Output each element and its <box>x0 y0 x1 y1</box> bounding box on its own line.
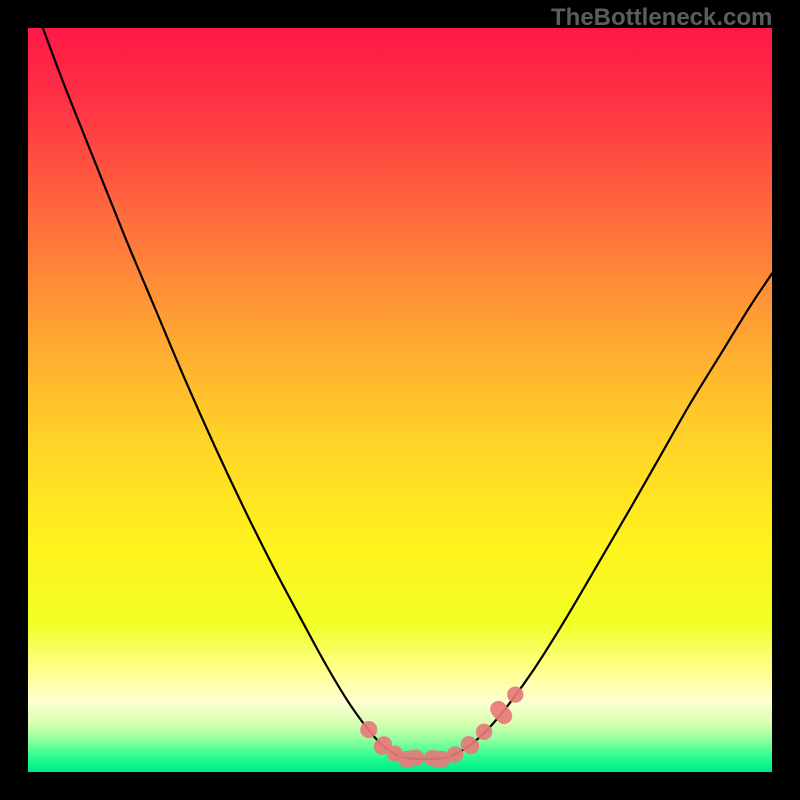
bottleneck-curve-chart <box>0 0 800 800</box>
trough-marker <box>447 746 463 762</box>
trough-marker <box>476 724 492 740</box>
gradient-background <box>28 28 772 772</box>
trough-marker <box>360 721 377 738</box>
watermark-label: TheBottleneck.com <box>551 4 772 32</box>
trough-marker <box>507 686 523 702</box>
